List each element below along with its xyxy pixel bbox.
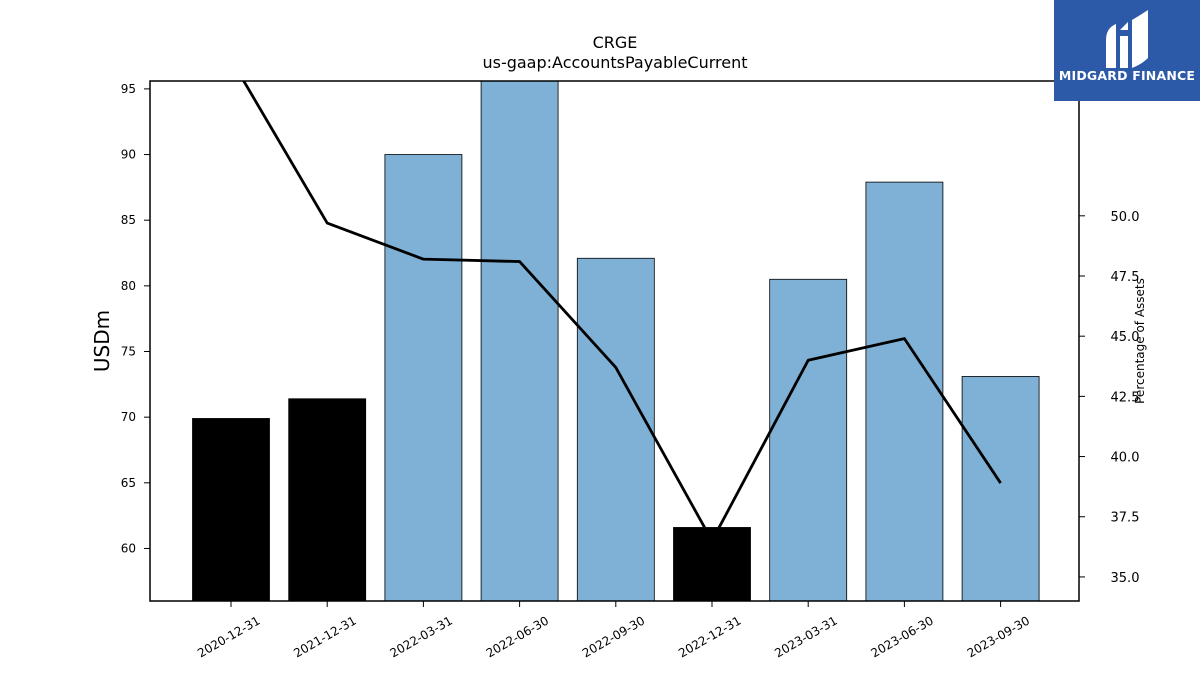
y2-tick-label: 42.5 xyxy=(1111,390,1140,405)
x-tick-label: 2022-09-30 xyxy=(580,613,647,660)
chart-subtitle: us-gaap:AccountsPayableCurrent xyxy=(482,53,747,72)
bar-2022-03-31 xyxy=(384,154,463,601)
y2-tick-label: 45.0 xyxy=(1111,330,1140,345)
logo-text: MIDGARD FINANCE xyxy=(1058,68,1196,83)
y-tick-label: 75 xyxy=(121,345,136,359)
y-tick-label: 70 xyxy=(121,410,136,424)
plot-frame xyxy=(149,80,1080,602)
x-tick-label: 2022-12-31 xyxy=(676,613,743,660)
bar-2022-09-30 xyxy=(576,257,655,601)
y-axis-label: USDm xyxy=(90,310,114,372)
bar-2023-09-30 xyxy=(961,376,1040,601)
bar-2022-06-30 xyxy=(480,81,559,601)
y-tick-label: 80 xyxy=(121,279,136,293)
bar-2023-03-31 xyxy=(769,278,848,601)
x-tick-label: 2020-12-31 xyxy=(195,613,262,660)
bar-2021-12-31 xyxy=(288,398,367,601)
chart-title: CRGE xyxy=(593,33,638,52)
bar-2023-06-30 xyxy=(865,181,944,601)
y-tick-label: 60 xyxy=(121,541,136,555)
percentage-of-assets-line xyxy=(242,81,1002,543)
y2-tick-label: 37.5 xyxy=(1111,511,1140,526)
y-tick-label: 95 xyxy=(121,82,136,96)
y-tick-label: 90 xyxy=(121,148,136,162)
y2-tick-label: 50.0 xyxy=(1111,210,1140,225)
bar-2020-12-31 xyxy=(192,418,270,601)
y2-tick-label: 40.0 xyxy=(1111,451,1140,466)
x-tick-label: 2023-06-30 xyxy=(868,613,935,660)
y-tick-label: 85 xyxy=(121,213,136,227)
brand-logo: MIDGARD FINANCE xyxy=(1054,0,1200,101)
x-tick-label: 2023-09-30 xyxy=(965,613,1032,660)
y2-tick-label: 35.0 xyxy=(1111,571,1140,586)
y2-tick-label: 47.5 xyxy=(1111,270,1140,285)
x-tick-label: 2022-03-31 xyxy=(387,613,454,660)
y-tick-label: 65 xyxy=(121,476,136,490)
x-tick-label: 2023-03-31 xyxy=(772,613,839,660)
logo-mark-icon xyxy=(1106,10,1148,68)
x-tick-label: 2021-12-31 xyxy=(291,613,358,660)
x-tick-label: 2022-06-30 xyxy=(484,613,551,660)
y2-axis-label: Percentage of Assets xyxy=(1133,278,1147,404)
